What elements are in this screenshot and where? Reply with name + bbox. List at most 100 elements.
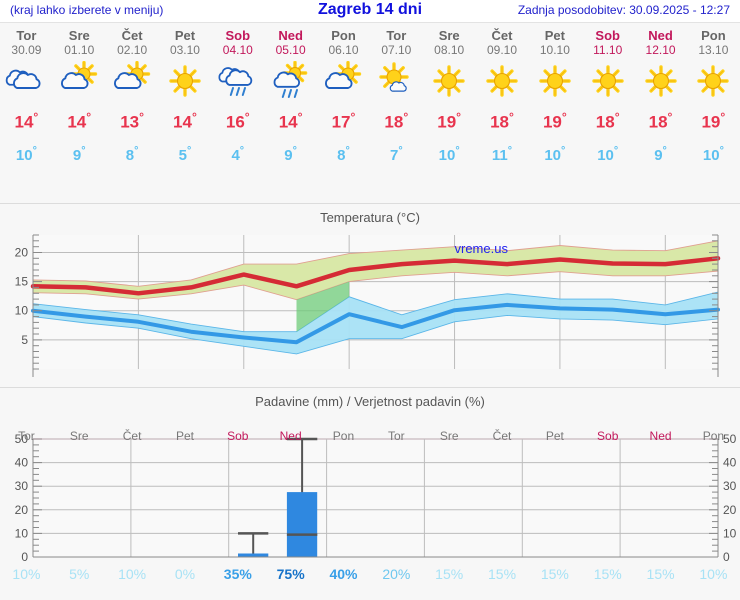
precip-probability-1: 10%: [12, 566, 41, 582]
svg-text:10: 10: [15, 526, 29, 540]
last-update-text: Zadnja posodobitev: 30.09.2025 - 12:27: [517, 3, 730, 17]
day-name: Ned: [278, 28, 303, 43]
forecast-day-13[interactable]: Ned 12.10 18° 9°: [634, 28, 687, 169]
precip-day-label-7: Pon: [332, 429, 355, 443]
precip-probability-13: 15%: [646, 566, 675, 582]
temperature-min: 8°: [337, 144, 350, 164]
forecast-day-4[interactable]: Pet 03.10 14° 5°: [159, 28, 212, 169]
forecast-day-7[interactable]: Pon 06.10 17° 8°: [317, 28, 370, 169]
day-name: Čet: [121, 28, 143, 43]
day-name: Sre: [68, 28, 90, 43]
day-name: Pet: [174, 28, 196, 43]
partly-sunny-icon: [57, 60, 101, 102]
day-date: 30.09: [11, 43, 42, 57]
forecast-day-1[interactable]: Tor 30.09 14° 10°: [0, 28, 53, 169]
day-name: Sre: [438, 28, 460, 43]
day-date: 12.10: [645, 43, 676, 57]
svg-text:15: 15: [15, 275, 29, 289]
precip-day-label-12: Sob: [597, 429, 619, 443]
precip-probability-2: 5%: [69, 566, 90, 582]
precip-probability-5: 35%: [223, 566, 252, 582]
sunny-icon: [480, 60, 524, 102]
precipitation-plot: 0 0 10 10 20 20 30 30 40 40 50 50: [15, 432, 737, 564]
temperature-plot: 5 10 15 20 vreme.us: [15, 234, 721, 377]
precip-probability-7: 40%: [329, 566, 358, 582]
rain-icon: [216, 60, 260, 102]
page-title: Zagreb 14 dni: [317, 1, 423, 18]
forecast-day-5[interactable]: Sob 04.10 16° 4°: [211, 28, 264, 169]
precipitation-probability-row: 10% 5% 10% 0% 35% 75% 40% 20% 15% 15% 15% 15% 15% 10%: [0, 566, 740, 582]
day-name: Sob: [225, 28, 251, 43]
precip-day-label-6: Ned: [279, 429, 302, 443]
svg-text:30: 30: [15, 479, 29, 493]
day-name: Sob: [595, 28, 620, 43]
precip-day-label-11: Pet: [545, 429, 564, 443]
temperature-min: 5°: [178, 144, 192, 164]
forecast-day-9[interactable]: Sre 08.10 19° 10°: [423, 28, 476, 169]
temperature-chart-title: Temperatura (°C): [320, 210, 420, 225]
forecast-day-8[interactable]: Tor 07.10 18° 7°: [370, 28, 423, 169]
day-name: Pon: [701, 28, 726, 43]
temperature-max: 14°: [14, 110, 39, 132]
forecast-day-3[interactable]: Čet 02.10 13° 8°: [106, 28, 159, 169]
day-date: 02.10: [117, 43, 148, 57]
partly-sunny-icon: [321, 60, 365, 102]
temperature-max: 14°: [278, 110, 303, 132]
temperature-max: 18°: [384, 110, 409, 132]
precip-day-label-9: Sre: [439, 429, 459, 443]
temperature-max: 19°: [437, 110, 462, 132]
day-date: 13.10: [698, 43, 729, 57]
temperature-max: 17°: [331, 110, 356, 132]
temperature-min: 10°: [544, 144, 566, 164]
precip-day-label-14: Pon: [702, 429, 725, 443]
precip-probability-6: 75%: [276, 566, 305, 582]
temperature-min: 10°: [438, 144, 460, 164]
svg-text:10: 10: [723, 526, 737, 540]
sunny-icon: [586, 60, 630, 102]
forecast-day-10[interactable]: Čet 09.10 18° 11°: [476, 28, 529, 169]
svg-text:0: 0: [723, 550, 730, 564]
svg-text:10: 10: [15, 304, 29, 318]
svg-text:30: 30: [723, 479, 737, 493]
temperature-min: 8°: [125, 144, 139, 164]
day-date: 06.10: [328, 43, 359, 57]
temperature-min: 9°: [72, 144, 86, 164]
precip-day-label-2: Sre: [69, 429, 89, 443]
temperature-min: 9°: [654, 144, 667, 164]
day-name: Čet: [491, 28, 513, 43]
temperature-min: 10°: [597, 144, 619, 164]
cloudy-icon: [4, 60, 48, 102]
precip-day-label-5: Sob: [227, 429, 249, 443]
svg-text:vreme.us: vreme.us: [455, 241, 509, 256]
day-name: Pon: [331, 28, 356, 43]
day-name: Tor: [16, 28, 37, 43]
location-hint: (kraj lahko izberete v meniju): [10, 3, 164, 17]
partly-sunny-icon: [110, 60, 154, 102]
precip-day-label-10: Čet: [492, 429, 512, 443]
forecast-day-12[interactable]: Sob 11.10 18° 10°: [581, 28, 634, 169]
forecast-day-11[interactable]: Pet 10.10 19° 10°: [528, 28, 581, 169]
forecast-day-14[interactable]: Pon 13.10 19° 10°: [687, 28, 740, 169]
sunny-icon: [691, 60, 735, 102]
page-header: (kraj lahko izberete v meniju) Zagreb 14…: [0, 0, 740, 23]
svg-text:0: 0: [21, 550, 28, 564]
day-date: 04.10: [222, 43, 253, 57]
precip-probability-11: 15%: [540, 566, 569, 582]
precip-probability-3: 10%: [118, 566, 147, 582]
forecast-strip: Tor 30.09 14° 10° Sre 01.10 14° 9° Čet 02.10 13° 8°…: [0, 23, 740, 204]
precip-probability-4: 0%: [174, 566, 196, 582]
day-date: 01.10: [64, 43, 95, 57]
temperature-max: 18°: [490, 110, 514, 132]
day-name: Ned: [648, 28, 673, 43]
sunny-icon: [533, 60, 577, 102]
temperature-min: 10°: [702, 144, 724, 164]
forecast-day-2[interactable]: Sre 01.10 14° 9°: [53, 28, 106, 169]
day-name: Tor: [386, 28, 407, 43]
svg-text:40: 40: [15, 456, 29, 470]
forecast-day-6[interactable]: Ned 05.10 14° 9°: [264, 28, 317, 169]
sunny-icon: [163, 60, 207, 102]
day-date: 11.10: [593, 43, 623, 57]
svg-text:5: 5: [21, 333, 28, 347]
svg-text:40: 40: [723, 456, 737, 470]
precip-probability-12: 15%: [593, 566, 622, 582]
